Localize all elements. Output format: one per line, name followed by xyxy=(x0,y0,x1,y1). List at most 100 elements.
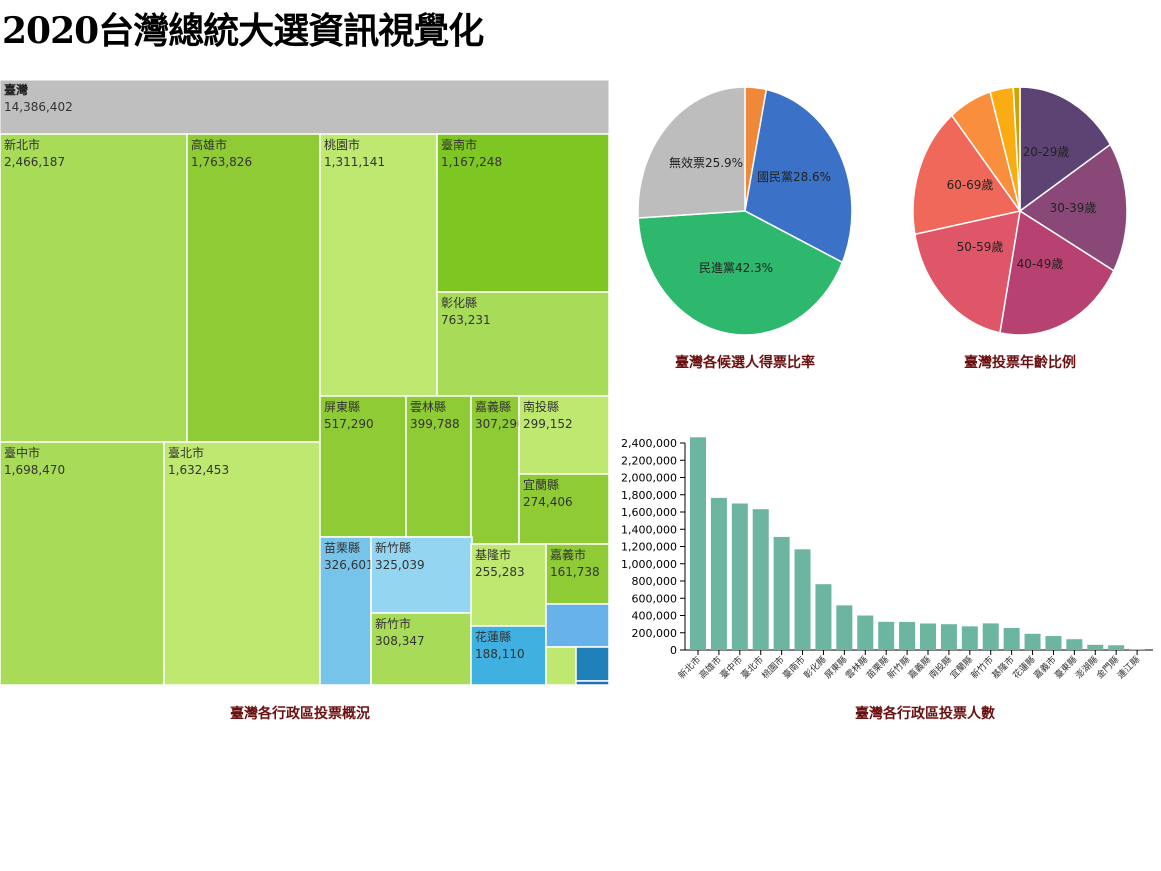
pie-slice[interactable] xyxy=(744,88,853,264)
treemap-cell[interactable] xyxy=(370,536,473,614)
treemap-cell[interactable] xyxy=(575,680,610,686)
treemap-root-cell[interactable] xyxy=(0,79,610,135)
bar-x-tick-label: 花蓮縣 xyxy=(1010,654,1038,682)
bar-x-tick-label: 苗栗縣 xyxy=(864,654,891,681)
treemap-cell[interactable] xyxy=(0,133,188,443)
bar-y-tick-label: 1,800,000 xyxy=(621,489,677,502)
bar[interactable] xyxy=(794,549,811,650)
treemap-cell-name: 彰化縣 xyxy=(441,295,477,310)
bar[interactable] xyxy=(1024,633,1041,650)
bar[interactable] xyxy=(1003,627,1020,650)
bar-x-tick-label: 屏東縣 xyxy=(822,654,850,682)
page-title: 2020台灣總統大選資訊視覺化 xyxy=(2,10,484,52)
treemap-cell-value: 1,698,470 xyxy=(4,463,65,477)
bar[interactable] xyxy=(815,584,832,650)
treemap-cell-name: 南投縣 xyxy=(523,399,559,414)
treemap-cell-name: 臺中市 xyxy=(4,445,40,460)
treemap-cell[interactable] xyxy=(186,133,321,443)
treemap-cell-name: 新竹市 xyxy=(375,616,411,631)
treemap-root-name: 臺灣 xyxy=(4,82,28,97)
pie-slice[interactable] xyxy=(1019,86,1112,213)
bar[interactable] xyxy=(878,621,895,650)
voters-bar-chart: 0 200,000 400,000 600,000 800,000 1,000,000 1,… xyxy=(621,437,1153,681)
treemap-cell-value: 255,283 xyxy=(475,565,525,579)
bar-y-tick-label: 1,000,000 xyxy=(621,558,677,571)
bar[interactable] xyxy=(961,626,978,650)
bar-x-tick-label: 高雄市 xyxy=(696,654,724,682)
pie-slice[interactable] xyxy=(912,114,1022,236)
bar[interactable] xyxy=(690,437,706,650)
treemap-cell[interactable] xyxy=(545,646,577,686)
pie-slice-label: 30-39歲 xyxy=(1050,201,1097,215)
treemap-cell-name: 花蓮縣 xyxy=(475,629,511,644)
pie-slice[interactable] xyxy=(637,86,746,219)
treemap-cell-value: 517,290 xyxy=(324,417,374,431)
bar[interactable] xyxy=(920,623,936,650)
bar-x-tick-label: 新竹市 xyxy=(968,654,996,682)
bar-x-tick-label: 桃園市 xyxy=(759,654,787,682)
treemap-cell[interactable] xyxy=(545,603,610,648)
treemap-cell[interactable] xyxy=(436,291,610,397)
treemap-cell-value: 399,788 xyxy=(410,417,460,431)
bar-caption: 臺灣各行政區投票人數 xyxy=(855,705,995,722)
treemap-cell-name: 嘉義市 xyxy=(550,547,586,562)
treemap-cell[interactable] xyxy=(163,441,321,686)
treemap-cell[interactable] xyxy=(319,395,407,538)
treemap-cell[interactable] xyxy=(575,646,610,682)
pie-slice[interactable] xyxy=(637,210,844,336)
bar-y-tick-label: 200,000 xyxy=(632,627,678,640)
pie-slice[interactable] xyxy=(999,209,1115,336)
bar-x-tick-label: 新北市 xyxy=(676,654,704,682)
bar-y-tick-label: 800,000 xyxy=(632,575,678,588)
bar[interactable] xyxy=(1066,639,1083,650)
bar-y-tick-label: 2,200,000 xyxy=(621,454,677,467)
treemap-chart: 臺灣 14,386,402 新北市 2,466,187 高雄市 1,763,826 桃園市 1… xyxy=(0,79,610,686)
pie-slice-label: 無效票25.9% xyxy=(669,155,743,170)
bar[interactable] xyxy=(899,621,916,650)
bar[interactable] xyxy=(836,605,853,650)
treemap-cell[interactable] xyxy=(319,133,438,397)
bar[interactable] xyxy=(731,503,748,650)
treemap-cell[interactable] xyxy=(0,441,165,686)
treemap-cell[interactable] xyxy=(436,133,610,293)
treemap-cell[interactable] xyxy=(319,536,372,686)
bar[interactable] xyxy=(773,536,790,650)
bar-x-tick-label: 連江縣 xyxy=(1115,654,1143,682)
bar-x-tick-label: 基隆市 xyxy=(989,654,1017,682)
treemap-cell-name: 臺北市 xyxy=(168,445,204,460)
treemap-cell[interactable] xyxy=(370,612,473,686)
bar[interactable] xyxy=(857,615,874,650)
treemap-cell-value: 307,290 xyxy=(475,417,525,431)
candidate-pie-chart: 國民黨28.6% 民進黨42.3% 無效票25.9% xyxy=(637,86,853,336)
bar[interactable] xyxy=(710,497,727,650)
bar[interactable] xyxy=(940,624,957,650)
bar-y-tick-label: 600,000 xyxy=(632,592,678,605)
pie-slice-label: 國民黨28.6% xyxy=(757,170,831,184)
treemap-cell-name: 基隆市 xyxy=(475,547,511,562)
treemap-cell-name: 屏東縣 xyxy=(324,400,360,414)
bar[interactable] xyxy=(1045,636,1062,650)
bar[interactable] xyxy=(982,623,999,650)
pie-slice[interactable] xyxy=(1012,86,1021,212)
bar-x-tick-label: 金門縣 xyxy=(1094,654,1122,682)
treemap-cell-name: 臺南市 xyxy=(441,137,477,152)
pie-slice[interactable] xyxy=(914,210,1021,334)
treemap-cell-name: 苗栗縣 xyxy=(324,541,360,555)
pie-slice-label: 民進黨42.3% xyxy=(699,261,773,275)
treemap-cell[interactable] xyxy=(470,625,547,686)
pie-slice-label: 50-59歲 xyxy=(957,240,1004,254)
treemap-caption: 臺灣各行政區投票概況 xyxy=(230,705,370,722)
bar[interactable] xyxy=(1129,649,1146,650)
bar[interactable] xyxy=(1087,644,1104,650)
pie-slice[interactable] xyxy=(1018,143,1128,272)
treemap-cell[interactable] xyxy=(545,543,610,605)
treemap-root-value: 14,386,402 xyxy=(4,100,73,114)
treemap-cell[interactable] xyxy=(518,473,610,545)
treemap-cell-name: 雲林縣 xyxy=(410,400,446,414)
bar-x-tick-label: 彰化縣 xyxy=(801,654,829,682)
bar[interactable] xyxy=(752,509,769,650)
bar-y-tick-label: 0 xyxy=(670,644,677,657)
treemap-cell-value: 308,347 xyxy=(375,634,425,648)
bar[interactable] xyxy=(1108,645,1125,650)
